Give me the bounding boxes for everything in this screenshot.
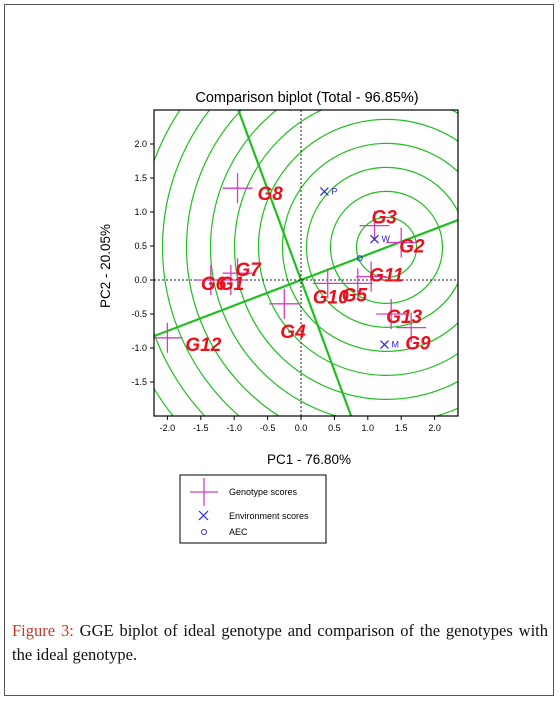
environment-label-p: P [331, 187, 337, 197]
x-tick-label: -1.0 [226, 423, 242, 433]
x-axis-label: PC1 - 76.80% [267, 452, 351, 467]
plot-border [153, 109, 459, 417]
figure-frame [4, 4, 554, 696]
legend-aec-symbol [201, 529, 207, 535]
genotype-marker-g10 [312, 268, 343, 299]
concentric-circle-1 [355, 216, 418, 278]
chart-title: Comparison biplot (Total - 96.85%) [195, 90, 418, 106]
genotype-label-g12: G12 [185, 335, 221, 356]
y-tick-label: 0.5 [134, 241, 147, 251]
genotype-label-g1: G1 [219, 274, 244, 295]
environment-label-m: M [392, 340, 400, 350]
environment-marker-w [370, 234, 379, 244]
genotype-marker-g11 [356, 261, 387, 292]
legend-label-genotype: Genotype scores [229, 487, 298, 497]
concentric-circle-6 [233, 110, 458, 400]
x-tick-label: -2.0 [160, 423, 176, 433]
environment-marker-m [380, 340, 389, 350]
x-tick-label: 1.5 [395, 423, 408, 433]
genotype-marker-g3 [359, 210, 390, 241]
concentric-circle-3 [305, 166, 458, 328]
x-tick-label: 0.5 [328, 423, 341, 433]
y-tick-label: -0.5 [131, 309, 147, 319]
x-tick-label: -1.5 [193, 423, 209, 433]
aec-marker [356, 255, 363, 262]
legend-environment-symbol [198, 510, 209, 521]
y-tick-label: 1.5 [134, 173, 147, 183]
genotype-label-g2: G2 [399, 237, 425, 258]
x-tick-label: -0.5 [260, 423, 276, 433]
genotype-label-g10: G10 [313, 287, 349, 308]
caption-text: GGE biplot of ideal genotype and compari… [12, 621, 548, 664]
genotype-marker-g5 [342, 268, 373, 299]
genotype-marker-g8 [222, 173, 253, 204]
genotype-label-g11: G11 [369, 266, 404, 287]
concentric-circle-4 [281, 142, 458, 352]
genotype-marker-g9 [396, 312, 427, 343]
genotype-marker-g4 [269, 288, 300, 319]
concentric-circle-7 [209, 110, 458, 416]
figure-caption: Figure 3: GGE biplot of ideal genotype a… [12, 619, 548, 667]
genotype-label-g6: G6 [201, 274, 227, 295]
environment-label-w: W [381, 234, 390, 244]
legend-label-environment: Environment scores [229, 511, 309, 521]
genotype-label-g7: G7 [236, 260, 263, 281]
legend: Genotype scores Environment scores AEC [179, 474, 327, 544]
y-tick-label: 1.0 [134, 207, 147, 217]
concentric-circle-5 [257, 118, 458, 376]
concentric-circle-11 [154, 387, 174, 416]
x-tick-label: 2.0 [428, 423, 441, 433]
x-tick-label: 0.0 [295, 423, 308, 433]
x-tick-label: 1.0 [362, 423, 375, 433]
concentric-circle-10 [154, 110, 206, 416]
genotype-marker-g6 [195, 265, 226, 295]
genotype-label-g3: G3 [371, 208, 397, 229]
genotype-label-g8: G8 [258, 184, 284, 205]
biplot-figure: Comparison biplot (Total - 96.85%) P W M G1… [98, 90, 459, 544]
genotype-marker-g12 [154, 322, 183, 353]
genotype-label-g5: G5 [342, 285, 368, 306]
y-axis-label: PC2 - 20.05% [98, 224, 113, 308]
legend-label-aec: AEC [229, 527, 248, 537]
genotype-label-g9: G9 [405, 334, 431, 355]
plot-area: P W M [154, 110, 458, 416]
concentric-circle-2 [329, 190, 444, 304]
genotype-label-g4: G4 [280, 322, 306, 343]
environment-marker-p [319, 187, 329, 197]
y-tick-label: -1.5 [131, 377, 147, 387]
y-tick-label: 0.0 [134, 275, 147, 285]
genotype-label-g13: G13 [386, 307, 422, 328]
genotype-marker-g7 [222, 258, 253, 289]
genotype-marker-g2 [386, 227, 417, 258]
concentric-circle-9 [161, 110, 241, 416]
concentric-circle-8 [185, 110, 281, 416]
caption-label: Figure 3: [12, 621, 74, 640]
y-tick-label: 2.0 [134, 139, 147, 149]
y-tick-label: -1.0 [131, 343, 147, 353]
genotype-marker-g13 [376, 299, 407, 329]
